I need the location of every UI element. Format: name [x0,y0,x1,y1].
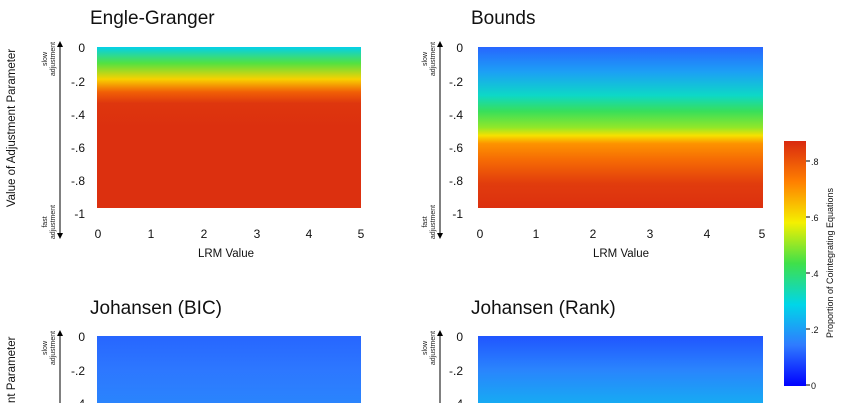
y-axis-label-lower: nt Parameter [6,336,18,403]
slow-label: slow [42,51,49,66]
x-tick-label: 3 [254,227,261,241]
x-tick-label: 4 [306,227,313,241]
colorbar: 0 .2 .4 .6 .8 Proportion of Cointegratin… [784,141,835,391]
y-tick-label: -.2 [71,75,85,89]
y-ticks: 0 -.2 -.4 -.6 -.8 -1 [71,41,85,221]
panel-title: Johansen (BIC) [90,298,222,319]
arrow-up-icon [57,330,63,336]
panel-johansen-rank: Johansen (Rank) slow adjustment 0 -.2 -.… [422,298,763,403]
fast-label: fast [422,216,429,227]
slow-label: slow [42,340,49,355]
x-tick-label: 1 [533,227,540,241]
arrow-up-icon [437,41,443,47]
x-tick-label: 3 [647,227,654,241]
arrow-up-icon [437,330,443,336]
x-tick-label: 5 [358,227,365,241]
x-ticks: 0 1 2 3 4 5 [95,227,365,241]
slow-label: slow [422,51,429,66]
colorbar-tick-label: .4 [811,269,819,279]
panel-title: Bounds [471,8,535,29]
colorbar-tick-label: .2 [811,325,819,335]
y-tick-label: 0 [78,330,85,344]
arrow-down-icon [57,233,63,239]
heatmap-area [478,47,763,208]
slow-label-2: adjustment [430,42,437,76]
y-tick-label: 0 [78,41,85,55]
y-tick-label: 0 [456,330,463,344]
x-tick-label: 0 [95,227,102,241]
x-tick-label: 1 [148,227,155,241]
colorbar-tick-label: 0 [811,381,816,391]
fast-label-2: adjustment [50,205,57,239]
y-tick-label: -.4 [449,397,463,403]
x-tick-label: 2 [590,227,597,241]
y-ticks: 0 -.2 -.4 -.6 -.8 -1 [449,41,463,221]
y-tick-label: -1 [74,207,85,221]
arrow-up-icon [57,41,63,47]
arrow-down-icon [437,233,443,239]
heatmap-area [97,336,361,403]
x-tick-label: 5 [759,227,766,241]
y-tick-label: -.2 [71,364,85,378]
x-ticks: 0 1 2 3 4 5 [477,227,766,241]
y-tick-label: -1 [452,207,463,221]
y-tick-label: -.2 [449,75,463,89]
heatmap-area [478,336,763,403]
colorbar-tick-label: .6 [811,213,819,223]
y-tick-label: 0 [456,41,463,55]
y-tick-label: -.6 [449,141,463,155]
x-tick-label: 2 [201,227,208,241]
panel-bounds: Bounds slow adjustment fast adjustment 0… [422,8,766,260]
slow-label-2: adjustment [50,42,57,76]
x-tick-label: 4 [704,227,711,241]
heatmap-area [97,47,361,208]
y-tick-label: -.4 [71,108,85,122]
fast-label-2: adjustment [430,205,437,239]
panel-title: Johansen (Rank) [471,298,616,319]
y-axis-label: Value of Adjustment Parameter [6,49,18,207]
slow-label-2: adjustment [50,331,57,365]
y-tick-label: -.4 [449,108,463,122]
x-axis-label: LRM Value [198,248,254,260]
x-tick-label: 0 [477,227,484,241]
fast-label: fast [42,216,49,227]
panel-title: Engle-Granger [90,8,215,29]
panel-engle-granger: Engle-Granger slow adjustment fast adjus… [42,8,365,260]
x-axis-label: LRM Value [593,248,649,260]
colorbar-ticks: 0 .2 .4 .6 .8 [806,157,819,391]
colorbar-label: Proportion of Cointegrating Equations [825,187,835,338]
y-tick-label: -.8 [71,174,85,188]
panel-johansen-bic: Johansen (BIC) slow adjustment 0 -.2 -.4 [42,298,361,403]
y-tick-label: -.4 [71,397,85,403]
slow-label: slow [422,340,429,355]
y-tick-label: -.8 [449,174,463,188]
colorbar-gradient [784,141,806,386]
colorbar-tick-label: .8 [811,157,819,167]
y-tick-label: -.6 [71,141,85,155]
slow-label-2: adjustment [430,331,437,365]
y-tick-label: -.2 [449,364,463,378]
